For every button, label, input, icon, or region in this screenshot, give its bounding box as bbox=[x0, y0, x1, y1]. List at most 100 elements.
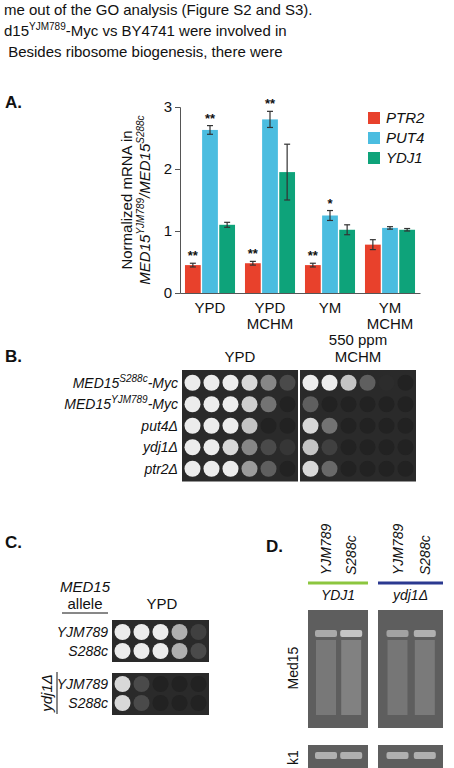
spot bbox=[379, 396, 395, 412]
row-label: Med15 bbox=[285, 646, 301, 689]
strain-label: MED15YJM789-Myc bbox=[64, 394, 178, 412]
error-cap bbox=[344, 234, 350, 235]
legend-label: PUT4 bbox=[386, 129, 424, 146]
y-tick-mark bbox=[175, 169, 180, 170]
spot bbox=[303, 375, 319, 391]
y-tick-mark bbox=[175, 107, 180, 108]
legend: PTR2PUT4YDJ1 bbox=[368, 109, 425, 166]
legend-swatch bbox=[368, 112, 380, 124]
spot bbox=[115, 624, 131, 640]
band-smear bbox=[388, 640, 408, 715]
spot bbox=[280, 418, 296, 434]
column-header: allele bbox=[67, 595, 102, 612]
spot bbox=[242, 439, 258, 455]
spot bbox=[242, 375, 258, 391]
error-stem bbox=[269, 111, 270, 127]
blot bbox=[378, 745, 443, 768]
spot bbox=[261, 461, 277, 477]
spot bbox=[115, 676, 131, 692]
label-part: YJM789 bbox=[111, 394, 148, 405]
spot bbox=[223, 418, 239, 434]
lane-label: YJM789 bbox=[390, 523, 406, 575]
error-bar bbox=[224, 222, 230, 227]
spot bbox=[280, 439, 296, 455]
label-part: MED15 bbox=[73, 375, 120, 391]
significance: ** bbox=[265, 96, 276, 111]
row-label: k1 bbox=[285, 750, 301, 765]
x-axis: YPDYPDMCHMYMYMMCHM bbox=[181, 293, 421, 332]
spot bbox=[360, 418, 376, 434]
error-cap bbox=[267, 127, 273, 128]
label-part: ptr2Δ bbox=[143, 461, 178, 477]
spot bbox=[341, 461, 357, 477]
group-label: ydj1Δ bbox=[392, 587, 428, 603]
x-tick-label-line: YM bbox=[319, 299, 342, 316]
spot bbox=[303, 439, 319, 455]
y-axis-line bbox=[175, 108, 181, 294]
x-axis-line bbox=[181, 293, 421, 294]
y-tick-mark bbox=[175, 231, 180, 232]
significance: ** bbox=[205, 111, 216, 126]
error-bar bbox=[387, 227, 393, 229]
blot bbox=[308, 610, 368, 728]
spot bbox=[242, 418, 258, 434]
y-tick-mark bbox=[175, 293, 180, 294]
spot bbox=[360, 375, 376, 391]
band bbox=[387, 752, 409, 759]
label-part: YJM789 bbox=[29, 21, 66, 32]
spot bbox=[204, 396, 220, 412]
error-bar bbox=[284, 144, 290, 200]
figure: me out of the GO analysis (Figure S2 and… bbox=[0, 0, 454, 768]
spot bbox=[185, 461, 201, 477]
spot bbox=[398, 461, 414, 477]
error-cap bbox=[370, 239, 376, 240]
error-cap bbox=[344, 224, 350, 225]
error-stem bbox=[347, 225, 348, 235]
spot bbox=[261, 375, 277, 391]
x-tick-label: YMMCHM bbox=[367, 299, 414, 333]
error-cap bbox=[284, 144, 290, 145]
band-smear bbox=[341, 640, 361, 715]
allele-label: YJM789 bbox=[57, 624, 109, 640]
spot bbox=[322, 418, 338, 434]
spot bbox=[204, 375, 220, 391]
label-part: ydj1Δ bbox=[142, 439, 178, 455]
blot bbox=[308, 745, 368, 768]
spot bbox=[115, 643, 131, 659]
y-tick-label: 0 bbox=[164, 284, 172, 301]
error-cap bbox=[224, 222, 230, 223]
error-cap bbox=[387, 226, 393, 227]
body-text: me out of the GO analysis (Figure S2 and… bbox=[4, 1, 312, 18]
spot bbox=[191, 676, 207, 692]
bar bbox=[202, 130, 218, 293]
bar bbox=[305, 265, 321, 293]
x-tick-label-line: MCHM bbox=[367, 315, 414, 332]
error-cap bbox=[404, 228, 410, 229]
spot bbox=[341, 396, 357, 412]
spot bbox=[134, 643, 150, 659]
spot bbox=[223, 396, 239, 412]
bar bbox=[399, 230, 415, 293]
error-cap bbox=[404, 230, 410, 231]
spot bbox=[360, 439, 376, 455]
error-cap bbox=[284, 199, 290, 200]
panel-a: ***********0123YPDYPDMCHMYMYMMCHMNormali… bbox=[118, 96, 425, 332]
spot bbox=[280, 375, 296, 391]
label-part: S288c bbox=[119, 373, 147, 384]
error-bar bbox=[207, 126, 213, 135]
spot bbox=[242, 461, 258, 477]
y-tick-label: 1 bbox=[164, 222, 172, 239]
spot bbox=[204, 418, 220, 434]
condition-label: YPD bbox=[225, 348, 256, 365]
spot bbox=[223, 375, 239, 391]
allele-label: YJM789 bbox=[57, 676, 109, 692]
spot bbox=[191, 643, 207, 659]
lane-label: S288c bbox=[343, 535, 359, 575]
y-tick: 3 bbox=[164, 98, 180, 115]
spot bbox=[191, 624, 207, 640]
y-tick: 1 bbox=[164, 222, 180, 239]
band bbox=[340, 752, 362, 759]
label-part: /MED15 bbox=[136, 143, 153, 199]
label-part: MED15 bbox=[64, 396, 111, 412]
label-part: d15 bbox=[4, 22, 29, 39]
